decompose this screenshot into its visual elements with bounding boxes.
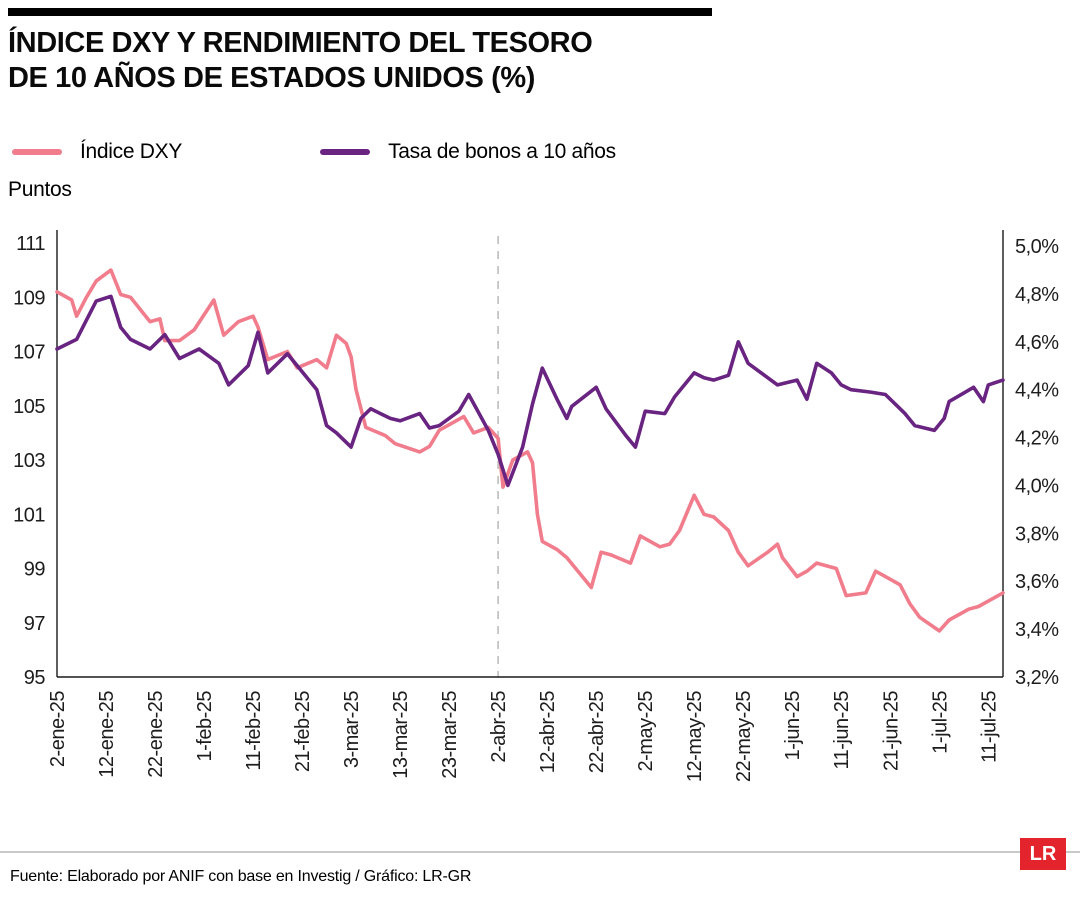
svg-text:111: 111 [16,233,45,255]
title-line-2: DE 10 AÑOS DE ESTADOS UNIDOS (%) [8,62,535,95]
legend-label-dxy: Índice DXY [80,140,183,163]
left-axis-unit-label: Puntos [8,178,72,201]
legend-swatch-dxy [12,149,62,155]
svg-text:4,0%: 4,0% [1015,475,1059,497]
svg-text:101: 101 [13,504,45,526]
svg-text:3,4%: 3,4% [1015,619,1059,641]
svg-text:23-mar-25: 23-mar-25 [439,691,461,779]
svg-text:21-feb-25: 21-feb-25 [292,691,314,772]
svg-text:3,2%: 3,2% [1015,667,1059,689]
svg-text:11-jun-25: 11-jun-25 [831,691,853,770]
svg-text:2-abr-25: 2-abr-25 [488,691,510,763]
svg-text:21-jun-25: 21-jun-25 [880,691,902,771]
svg-text:12-abr-25: 12-abr-25 [537,691,559,774]
top-bar [8,8,712,16]
legend: Índice DXY Tasa de bonos a 10 años [12,140,616,164]
svg-text:103: 103 [13,450,45,472]
svg-text:22-abr-25: 22-abr-25 [586,691,608,774]
svg-text:4,2%: 4,2% [1015,428,1059,450]
svg-text:109: 109 [13,287,45,309]
line-chart: 111 109 107 105 103 101 99 97 95 5,0% 4,8% 4,6% 4,4%… [0,212,1080,812]
svg-text:11-jul-25: 11-jul-25 [978,691,1000,763]
svg-text:3,8%: 3,8% [1015,523,1059,545]
svg-text:99: 99 [24,559,46,581]
svg-text:12-ene-25: 12-ene-25 [96,691,118,778]
svg-text:3,6%: 3,6% [1015,571,1059,593]
svg-text:5,0%: 5,0% [1015,236,1059,258]
svg-text:22-ene-25: 22-ene-25 [145,691,167,778]
chart-title: ÍNDICE DXY Y RENDIMIENTO DEL TESORO DE 1… [8,26,908,97]
svg-text:2-may-25: 2-may-25 [635,691,657,772]
svg-text:107: 107 [13,342,45,364]
svg-text:97: 97 [24,613,46,635]
footer-divider [0,851,1080,853]
svg-text:22-may-25: 22-may-25 [733,691,755,782]
svg-text:1-jul-25: 1-jul-25 [929,691,951,754]
svg-text:105: 105 [13,396,45,418]
legend-item-bonds: Tasa de bonos a 10 años [320,140,616,164]
svg-text:4,8%: 4,8% [1015,284,1059,306]
svg-text:3-mar-25: 3-mar-25 [341,691,363,769]
title-line-1: ÍNDICE DXY Y RENDIMIENTO DEL TESORO [8,27,593,59]
line-chart-svg: 111 109 107 105 103 101 99 97 95 5,0% 4,8% 4,6% 4,4%… [13,230,1060,782]
source-note: Fuente: Elaborado por ANIF con base en I… [10,868,472,885]
legend-swatch-bonds [320,149,371,155]
svg-text:4,6%: 4,6% [1015,332,1059,354]
svg-text:12-may-25: 12-may-25 [684,691,706,782]
lr-logo: LR [1020,838,1066,870]
svg-text:1-jun-25: 1-jun-25 [782,691,804,761]
svg-text:1-feb-25: 1-feb-25 [194,691,216,762]
legend-item-dxy: Índice DXY [12,140,182,164]
legend-label-bonds: Tasa de bonos a 10 años [388,140,616,163]
svg-text:13-mar-25: 13-mar-25 [390,691,412,779]
svg-text:2-ene-25: 2-ene-25 [47,691,69,767]
svg-text:4,4%: 4,4% [1015,380,1059,402]
svg-text:95: 95 [24,667,46,689]
svg-text:11-feb-25: 11-feb-25 [243,691,265,771]
